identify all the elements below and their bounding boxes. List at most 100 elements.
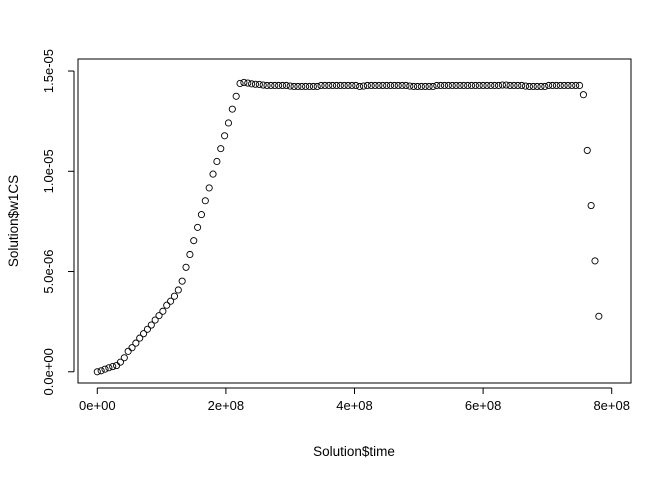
data-point — [174, 286, 182, 294]
data-point — [305, 82, 314, 91]
data-point — [475, 81, 483, 90]
data-point — [302, 82, 310, 91]
data-point — [140, 330, 148, 338]
data-point — [224, 119, 233, 127]
data-point — [325, 81, 333, 90]
data-point — [105, 364, 113, 372]
x-tick-label: 6e+08 — [465, 398, 502, 413]
data-point — [483, 81, 491, 90]
data-point — [464, 81, 472, 90]
data-point — [213, 157, 221, 165]
data-point — [383, 81, 391, 90]
data-point — [309, 82, 317, 91]
data-point — [467, 81, 476, 90]
data-point — [352, 81, 360, 90]
data-point — [124, 347, 132, 355]
data-point — [375, 81, 383, 90]
data-point — [159, 307, 167, 315]
data-point — [116, 358, 124, 366]
data-point — [128, 344, 136, 352]
data-point — [190, 237, 198, 245]
data-point — [93, 368, 101, 376]
data-point — [371, 81, 379, 90]
data-point — [290, 82, 298, 91]
data-point — [286, 82, 294, 90]
data-point — [556, 81, 564, 90]
data-point — [525, 82, 533, 91]
y-tick-label: 5.0e-06 — [41, 249, 56, 293]
data-point — [363, 81, 371, 90]
data-point — [491, 81, 499, 90]
data-point — [186, 250, 194, 259]
data-point — [359, 82, 368, 90]
data-point — [278, 81, 287, 90]
data-point — [591, 257, 599, 265]
x-axis-label: Solution$time — [313, 444, 395, 459]
data-point — [240, 78, 248, 87]
data-point — [514, 81, 522, 90]
data-point — [560, 81, 568, 90]
data-point — [460, 81, 468, 90]
data-point — [452, 81, 460, 90]
data-point — [340, 81, 348, 90]
data-point — [248, 80, 256, 88]
data-point — [583, 146, 591, 154]
x-tick-label: 4e+08 — [336, 398, 373, 413]
data-point — [564, 81, 572, 90]
data-point — [236, 79, 244, 88]
data-point — [448, 81, 456, 90]
data-point — [440, 81, 449, 90]
data-point — [421, 82, 429, 91]
data-point — [221, 132, 229, 140]
data-point — [533, 82, 541, 91]
data-point — [263, 81, 271, 90]
data-point — [572, 81, 580, 90]
data-point — [367, 81, 375, 90]
data-point — [479, 81, 487, 90]
data-point — [394, 81, 402, 90]
data-point — [348, 81, 356, 90]
data-point — [425, 82, 433, 91]
data-point — [410, 82, 418, 91]
data-point — [579, 91, 587, 99]
data-point — [506, 81, 514, 90]
data-point — [529, 82, 537, 91]
data-point — [147, 321, 155, 329]
data-point — [97, 367, 105, 375]
data-point — [398, 81, 406, 90]
data-point — [259, 81, 267, 89]
data-point — [518, 81, 526, 90]
y-tick-label: 0.0e+00 — [41, 348, 56, 395]
data-point — [552, 81, 560, 90]
data-point — [232, 92, 240, 100]
data-point — [201, 197, 209, 205]
data-point — [155, 312, 163, 320]
y-tick-label: 1.0e-05 — [41, 149, 56, 193]
data-point — [282, 81, 290, 90]
data-point — [471, 81, 479, 90]
data-point — [178, 277, 186, 285]
x-tick-label: 2e+08 — [208, 398, 245, 413]
data-point — [502, 81, 510, 89]
data-point — [251, 80, 260, 88]
data-point — [194, 223, 202, 231]
data-point — [494, 81, 503, 90]
y-axis: 0.0e+00 5.0e-06 1.0e-05 1.5e-05 — [41, 49, 75, 395]
data-point — [109, 363, 117, 371]
data-point — [541, 82, 549, 91]
data-point — [433, 81, 441, 90]
data-point — [437, 81, 445, 90]
data-point — [170, 292, 178, 300]
data-point — [356, 82, 364, 91]
data-point — [329, 81, 337, 90]
data-point — [429, 82, 437, 91]
data-point — [275, 81, 283, 90]
data-point — [163, 301, 171, 309]
data-point — [402, 81, 410, 90]
data-point — [294, 82, 302, 91]
data-point — [498, 81, 506, 89]
data-point — [510, 81, 518, 90]
data-point — [205, 184, 213, 192]
